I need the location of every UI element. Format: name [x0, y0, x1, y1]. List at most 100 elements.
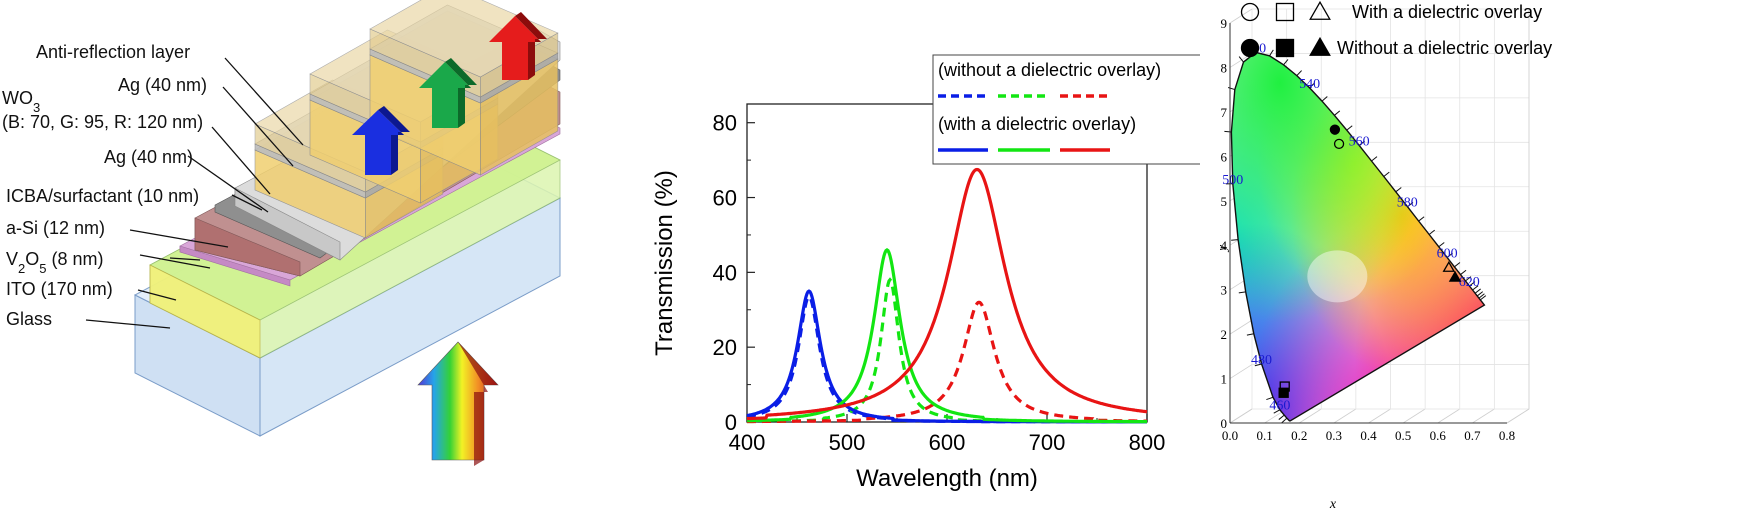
y-tick-label: 0.8: [1220, 60, 1227, 75]
incident-light-arrow: [418, 342, 498, 460]
y-tick-label: 80: [713, 111, 737, 136]
y-axis-label: y: [1220, 244, 1230, 253]
grid-line: [1230, 320, 1252, 334]
legend-label-without: Without a dielectric overlay: [1337, 38, 1552, 58]
curve-blue-solid: [747, 291, 1147, 422]
wavelength-tick: [1322, 96, 1327, 101]
wavelength-label-500: 500: [1222, 173, 1243, 188]
label-glass: Glass: [6, 309, 52, 329]
y-tick-label: 20: [713, 335, 737, 360]
x-tick-label: 0.2: [1291, 428, 1307, 443]
legend-marker-circle-open: [1242, 4, 1259, 21]
wavelength-label-460: 460: [1269, 399, 1290, 414]
wavelength-label-600: 600: [1437, 247, 1458, 262]
grid-line: [1438, 409, 1460, 423]
white-point-glow: [1307, 250, 1367, 302]
y-axis-label: Transmission (%): [651, 170, 678, 356]
legend-marker-triangle-open: [1310, 2, 1330, 19]
y-tick-label: 0.2: [1220, 327, 1227, 342]
x-tick-label: 0.5: [1395, 428, 1411, 443]
cie-chromaticity-chart: 460480500520540560580600620 0.00.10.20.3…: [1220, 0, 1750, 511]
legend-marker-triangle-filled: [1310, 38, 1330, 55]
label-ag-bottom: Ag (40 nm): [104, 147, 193, 167]
x-axis-label: x: [1329, 497, 1337, 511]
wavelength-label-540: 540: [1299, 77, 1320, 92]
wavelength-tick: [1334, 111, 1339, 115]
label-asi: a-Si (12 nm): [6, 218, 105, 238]
grid-line: [1403, 409, 1425, 423]
wavelength-tick: [1454, 262, 1459, 266]
data-point-circle-filled: [1330, 125, 1339, 134]
wavelength-tick: [1347, 126, 1352, 130]
x-tick-label: 0.6: [1430, 428, 1447, 443]
wavelength-label-560: 560: [1349, 135, 1370, 150]
legend-marker-circle-filled: [1242, 40, 1259, 57]
label-wo3-thicknesses: (B: 70, G: 95, R: 120 nm): [2, 112, 203, 132]
wavelength-tick: [1270, 50, 1274, 56]
wavelength-tick: [1239, 292, 1246, 293]
wavelength-tick: [1282, 418, 1287, 423]
label-v2o5: V2O5 (8 nm): [6, 249, 104, 276]
legend-title-with: (with a dielectric overlay): [938, 114, 1136, 134]
y-tick-label: 40: [713, 260, 737, 285]
label-anti-reflection: Anti-reflection layer: [36, 42, 190, 62]
x-tick-label: 600: [929, 430, 966, 455]
y-tick-label: 0.0: [1220, 416, 1227, 431]
wavelength-label-580: 580: [1397, 196, 1418, 211]
wavelength-tick: [1284, 59, 1288, 64]
wavelength-label-480: 480: [1251, 353, 1272, 368]
spectral-locus-gamut: 460480500520540560580600620: [1222, 23, 1507, 423]
wavelength-tick: [1384, 172, 1390, 176]
wavelength-tick: [1396, 187, 1402, 191]
label-wo3: WO3: [2, 88, 40, 115]
data-point-square-filled: [1279, 388, 1288, 397]
y-tick-label: 0.3: [1220, 283, 1227, 298]
label-ito: ITO (170 nm): [6, 279, 113, 299]
y-tick-label: 60: [713, 186, 737, 211]
grid-line: [1334, 409, 1356, 423]
x-tick-label: 0.1: [1257, 428, 1273, 443]
grid-line: [1230, 409, 1252, 423]
cie-chart-panel: 460480500520540560580600620 0.00.10.20.3…: [1220, 0, 1750, 511]
x-tick-label: 0.4: [1360, 428, 1377, 443]
wavelength-label-620: 620: [1459, 275, 1480, 290]
x-tick-label: 0.7: [1464, 428, 1481, 443]
x-tick-label: 0.3: [1326, 428, 1342, 443]
label-ag-top: Ag (40 nm): [118, 75, 207, 95]
x-tick-label: 500: [829, 430, 866, 455]
legend-marker-square-filled: [1277, 40, 1294, 57]
wavelength-tick: [1228, 87, 1235, 89]
grid-line: [1369, 409, 1391, 423]
x-tick-label: 800: [1129, 430, 1166, 455]
wavelength-tick: [1461, 270, 1467, 274]
y-tick-label: 0.5: [1220, 194, 1227, 209]
curve-blue-dashed: [747, 297, 1147, 422]
wavelength-tick: [1419, 217, 1425, 221]
legend-title-without: (without a dielectric overlay): [938, 60, 1161, 80]
wavelength-tick: [1429, 230, 1435, 234]
y-tick-label: 0.9: [1220, 16, 1227, 31]
y-tick-label: 0.6: [1220, 149, 1228, 164]
wavelength-tick: [1279, 415, 1284, 419]
grid-line: [1472, 409, 1494, 423]
curve-red-dashed: [747, 302, 1147, 421]
y-tick-label: 0: [725, 410, 737, 435]
legend-label-with: With a dielectric overlay: [1352, 2, 1542, 22]
marker-legend: With a dielectric overlay Without a diele…: [1242, 2, 1553, 58]
wavelength-tick: [1372, 157, 1377, 161]
x-axis-label: Wavelength (nm): [856, 465, 1038, 492]
x-tick-label: 700: [1029, 430, 1066, 455]
label-icba: ICBA/surfactant (10 nm): [6, 186, 199, 206]
grid-line: [1230, 365, 1252, 379]
device-structure-illustration: Anti-reflection layer Ag (40 nm) WO3 (B:…: [0, 0, 660, 511]
legend: (without a dielectric overlay) (with a d…: [933, 55, 1200, 164]
legend-marker-square-open: [1277, 4, 1294, 21]
x-tick-label: 0.8: [1499, 428, 1515, 443]
y-tick-label: 0.7: [1220, 105, 1228, 120]
grid-frame: [1507, 9, 1529, 423]
wavelength-tick: [1247, 334, 1254, 335]
wavelength-tick: [1231, 240, 1238, 241]
device-structure-panel: Anti-reflection layer Ag (40 nm) WO3 (B:…: [0, 0, 660, 511]
